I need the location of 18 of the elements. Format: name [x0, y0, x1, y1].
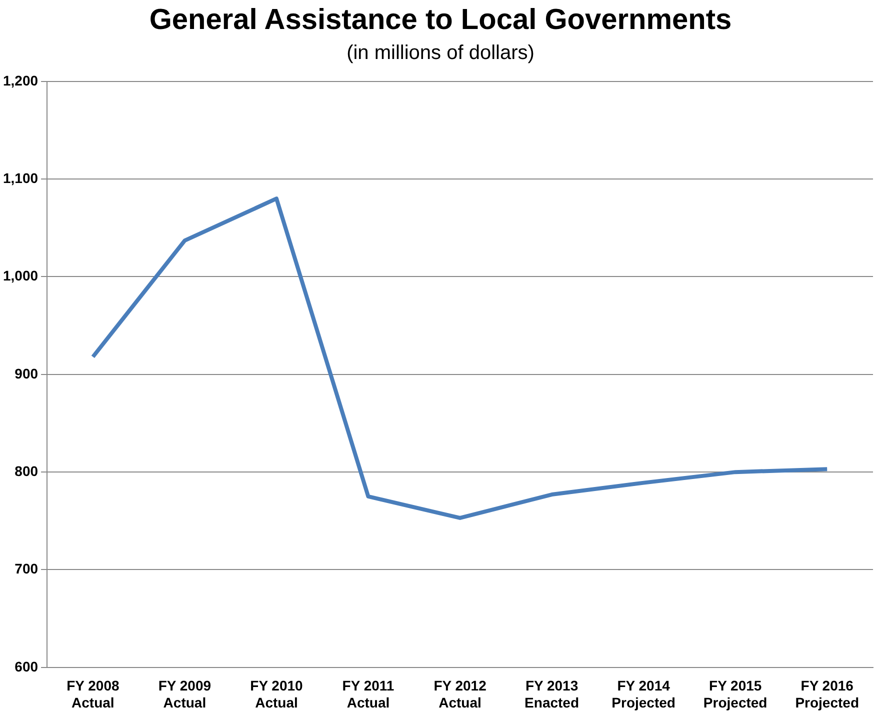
y-tick-label: 1,100 [2, 170, 38, 186]
y-tick-label: 1,200 [2, 72, 38, 88]
x-tick-label: FY 2011 Actual [342, 678, 394, 710]
y-tick-label: 900 [14, 365, 38, 382]
x-tick-label: FY 2012 Actual [434, 678, 487, 710]
x-tick-label: FY 2010 Actual [250, 678, 304, 710]
y-tick-label: 800 [14, 462, 38, 479]
x-tick-label: FY 2013 Enacted [524, 678, 580, 710]
y-tick-label: 600 [14, 658, 38, 674]
x-tick-label: FY 2014 Projected [612, 678, 676, 710]
x-tick-label: FY 2015 Projected [703, 678, 768, 710]
x-tick-label: FY 2009 Actual [158, 678, 212, 710]
y-tick-label: 700 [14, 560, 38, 577]
chart-title: General Assistance to Local Governments [148, 4, 733, 37]
x-tick-label: FY 2016 Projected [795, 678, 860, 710]
y-tick-label: 1,000 [2, 268, 38, 284]
chart-subtitle: (in millions of dollars) [346, 42, 536, 65]
x-tick-label: FY 2008 Actual [66, 678, 120, 710]
